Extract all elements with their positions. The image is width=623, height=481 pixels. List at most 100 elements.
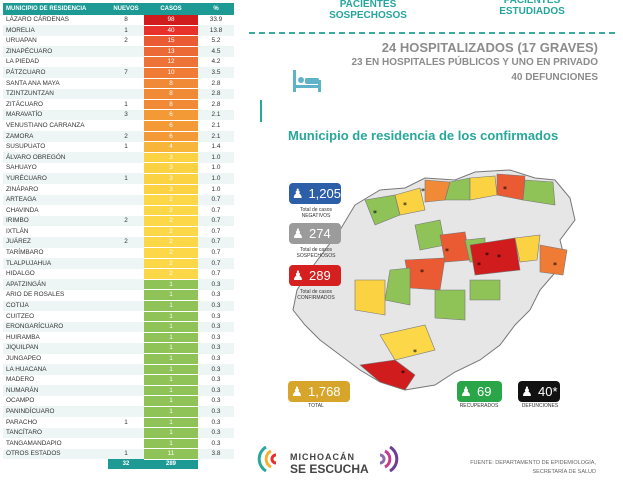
table-row: IRIMBO 2 2 0.7: [3, 215, 234, 227]
casos-cell: 3: [144, 184, 198, 196]
table-row: ZINAPÉCUARO 13 4.5: [3, 46, 234, 58]
casos-cell: 6: [144, 120, 198, 132]
casos-cell: 1: [144, 332, 198, 344]
pct-cell: 0.7: [211, 206, 221, 214]
pct-cell: 5.2: [211, 37, 221, 45]
pct-cell: 1.4: [211, 143, 221, 151]
table-row: ZAMORA 2 6 2.1: [3, 131, 234, 143]
crowd-icon: ♟: [291, 383, 303, 399]
hosp-line2: 23 EN HOSPITALES PÚBLICOS Y UNO EN PRIVA…: [351, 57, 598, 68]
logo-icon: [257, 445, 277, 473]
casos-cell: 1: [144, 321, 198, 333]
svg-text:*: *: [497, 253, 501, 262]
pct-cell: 2.1: [198, 131, 234, 142]
table-row: OCAMPO 1 0.3: [3, 395, 234, 407]
nuevos-cell: [108, 385, 144, 396]
nuevos-cell: 8: [124, 16, 128, 24]
casos-cell: 6: [144, 131, 198, 143]
table-row: SAHUAYO 3 1.0: [3, 162, 234, 174]
table-row: PÁTZCUARO 7 10 3.5: [3, 67, 234, 79]
casos-cell: 1: [144, 417, 198, 429]
confirmados-card: ♟ 289: [289, 265, 341, 286]
total-card: ♟ 1,768: [288, 381, 350, 402]
nuevos-cell: 2: [108, 236, 144, 248]
hosp-line1: 24 HOSPITALIZADOS (17 GRAVES): [381, 40, 598, 55]
nuevos-cell: 3: [108, 109, 144, 121]
confirmados-label: Total de casos CONFIRMADOS: [297, 289, 335, 301]
municipio-cell: APATZINGÁN: [3, 279, 108, 290]
casos-cell: 1: [144, 427, 198, 439]
casos-cell: 1: [144, 342, 198, 354]
municipio-cell: YURÉCUARO: [3, 173, 108, 184]
header-sospechosos: PACIENTES SOSPECHOSOS: [329, 0, 407, 21]
table-row: ÁLVARO OBREGÓN 3 1.0: [3, 152, 234, 164]
nuevos-cell: 1: [124, 100, 128, 108]
pct-cell: 3.8: [198, 448, 234, 460]
nuevos-cell: [108, 46, 144, 57]
negativos-label: Total de casos NEGATIVOS: [300, 207, 332, 219]
negativos-card: ♟ 1,205: [289, 183, 341, 204]
nuevos-cell: 1: [108, 448, 144, 460]
nuevos-cell: [108, 427, 144, 439]
municipio-cell: NUMARÁN: [3, 385, 108, 396]
nuevos-cell: 2: [108, 215, 144, 227]
nuevos-cell: [108, 279, 144, 290]
table-row: VENUSTIANO CARRANZA 6 2.1: [3, 120, 234, 132]
municipio-cell: ZINAPÉCUARO: [3, 46, 108, 57]
municipio-cell: MORELIA: [3, 25, 108, 36]
casos-cell: 1: [144, 406, 198, 418]
nuevos-cell: 2: [124, 37, 128, 45]
casos-cell: 6: [144, 109, 198, 121]
table-row: PANINDÍCUARO 1 0.3: [3, 406, 234, 418]
casos-cell: 2: [144, 215, 198, 227]
casos-cell: 1: [144, 289, 198, 302]
municipio-cell: COTIJA: [3, 300, 108, 312]
nuevos-cell: [108, 248, 144, 259]
nuevos-cell: [108, 152, 144, 163]
pct-cell: 0.3: [211, 312, 221, 320]
table-row: JUÁREZ 2 2 0.7: [3, 236, 234, 249]
municipio-cell: CUITZEO: [6, 312, 35, 320]
nuevos-cell: [108, 300, 144, 312]
pct-cell: 0.3: [198, 385, 234, 396]
col-municipio: MUNICIPIO DE RESIDENCIA: [3, 3, 108, 15]
sospechosos-label: Total de casos SOSPECHOSOS: [296, 247, 336, 259]
table-row: ARTEAGA 2 0.7: [3, 194, 234, 206]
pct-cell: 1.0: [211, 185, 221, 193]
crowd-icon: ♟: [460, 383, 472, 399]
nuevos-cell: [108, 258, 144, 269]
pct-cell: 0.3: [198, 364, 234, 375]
svg-text:*: *: [401, 369, 405, 378]
municipio-cell: JUNGAPEO: [6, 355, 42, 362]
table-row: ZINÁPARO 3 1.0: [3, 184, 234, 196]
pct-cell: 2.8: [198, 88, 234, 100]
table-row: TZINTZUNTZAN 8 2.8: [3, 88, 234, 100]
table-row: ZITÁCUARO 1 8 2.8: [3, 99, 234, 111]
table-row: JIQUILPAN 1 0.3: [3, 342, 234, 354]
nuevos-cell: 1: [124, 418, 128, 426]
pct-cell: 0.7: [198, 258, 234, 269]
svg-text:*: *: [485, 251, 489, 260]
pct-cell: 0.3: [211, 376, 221, 384]
svg-text:*: *: [403, 201, 407, 210]
municipio-cell: TANCÍTARO: [3, 427, 108, 439]
casos-cell: 3: [144, 162, 198, 174]
table-header-row: MUNICIPIO DE RESIDENCIA NUEVOS CASOS %: [3, 3, 234, 15]
table-row: ARIO DE ROSALES 1 0.3: [3, 289, 234, 302]
casos-cell: 11: [144, 448, 198, 460]
municipio-cell: LA HUACANA: [3, 364, 108, 375]
nuevos-cell: [108, 438, 144, 449]
table-row: CUITZEO 1 0.3: [3, 311, 234, 323]
municipio-cell: ARIO DE ROSALES: [6, 291, 65, 299]
nuevos-cell: 7: [108, 67, 144, 79]
table-row: ERONGARÍCUARO 1 0.3: [3, 321, 234, 333]
pct-cell: 4.5: [198, 46, 234, 57]
municipio-cell: OTROS ESTADOS: [3, 448, 108, 460]
logo-icon-right: [379, 445, 399, 473]
municipio-cell: JIQUILPAN: [3, 342, 108, 354]
pct-cell: 0.3: [198, 300, 234, 312]
table-row: NUMARÁN 1 0.3: [3, 385, 234, 397]
casos-cell: 8: [144, 88, 198, 100]
municipio-cell: SAHUAYO: [6, 164, 37, 172]
municipio-cell: CHAVINDA: [6, 206, 39, 214]
